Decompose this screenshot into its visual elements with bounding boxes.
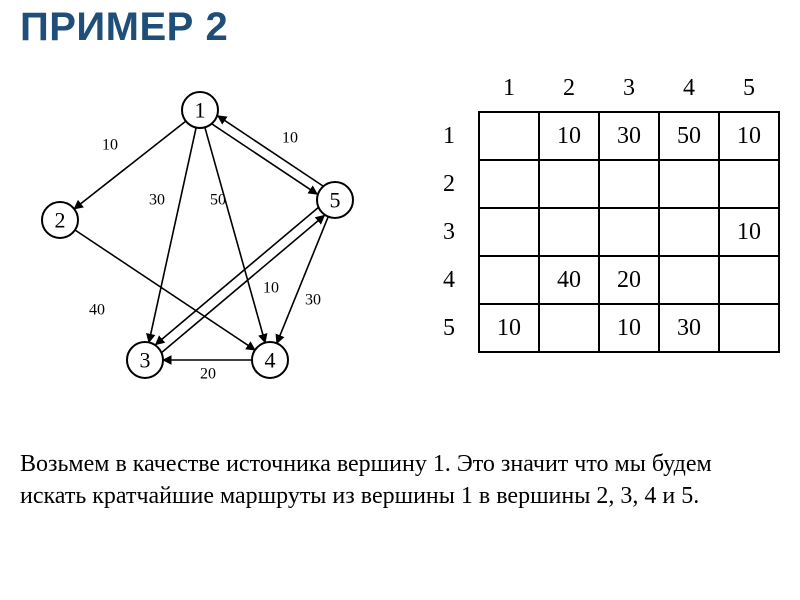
edge-weight-4-3: 20 (200, 366, 216, 383)
matrix-row-header-4: 4 (420, 256, 479, 304)
matrix-col-header-2: 2 (539, 65, 599, 112)
matrix-cell-2-4 (659, 160, 719, 208)
matrix-row-header-1: 1 (420, 112, 479, 160)
matrix-cell-4-4 (659, 256, 719, 304)
matrix-cell-1-1 (479, 112, 539, 160)
matrix-cell-4-2: 40 (539, 256, 599, 304)
matrix-col-header-4: 4 (659, 65, 719, 112)
matrix-cell-3-1 (479, 208, 539, 256)
edge-weight-1-4: 50 (210, 192, 226, 209)
edge-weight-1-2: 10 (102, 137, 118, 154)
matrix-cell-4-1 (479, 256, 539, 304)
edge-weight-2-4: 40 (89, 302, 105, 319)
edge-1-5 (212, 124, 317, 194)
edge-weight-1-5: 10 (282, 130, 298, 147)
description-text: Возьмем в качестве источника вершину 1. … (20, 448, 770, 513)
edge-weight-5-4: 30 (305, 292, 321, 309)
matrix-cell-4-3: 20 (599, 256, 659, 304)
edge-1-2 (74, 121, 186, 209)
matrix-cell-2-2 (539, 160, 599, 208)
graph-diagram: 10 30 50 10 10 40 20 30 1 2 3 4 5 (15, 70, 385, 390)
matrix-corner (420, 65, 479, 112)
graph-svg: 10 30 50 10 10 40 20 30 1 2 3 4 5 (15, 70, 385, 390)
matrix-cell-5-2 (539, 304, 599, 352)
edge-weight-1-3: 30 (149, 192, 165, 209)
matrix-cell-2-3 (599, 160, 659, 208)
matrix-cell-3-2 (539, 208, 599, 256)
edge-1-3 (149, 128, 196, 343)
matrix-cell-5-1: 10 (479, 304, 539, 352)
matrix-cell-3-3 (599, 208, 659, 256)
matrix-row-header-2: 2 (420, 160, 479, 208)
matrix-cell-3-4 (659, 208, 719, 256)
matrix-cell-1-4: 50 (659, 112, 719, 160)
matrix-row-header-5: 5 (420, 304, 479, 352)
edge-weight-3-5: 10 (263, 280, 279, 297)
matrix-col-header-1: 1 (479, 65, 539, 112)
matrix-cell-1-2: 10 (539, 112, 599, 160)
matrix-cell-2-1 (479, 160, 539, 208)
page-title: ПРИМЕР 2 (20, 5, 228, 50)
matrix-cell-1-3: 30 (599, 112, 659, 160)
adjacency-matrix: 123451103050102310440205101030 (420, 65, 780, 353)
matrix-cell-5-5 (719, 304, 779, 352)
node-label-4: 4 (265, 348, 276, 373)
matrix-cell-1-5: 10 (719, 112, 779, 160)
edge-5-3 (156, 208, 318, 345)
node-label-1: 1 (195, 98, 206, 123)
node-label-3: 3 (140, 348, 151, 373)
edge-5-1 (218, 116, 323, 186)
matrix-cell-4-5 (719, 256, 779, 304)
node-label-5: 5 (330, 188, 341, 213)
matrix-row-header-3: 3 (420, 208, 479, 256)
matrix-table: 123451103050102310440205101030 (420, 65, 780, 353)
matrix-col-header-5: 5 (719, 65, 779, 112)
node-label-2: 2 (55, 208, 66, 233)
edge-1-4 (205, 127, 265, 342)
matrix-cell-5-3: 10 (599, 304, 659, 352)
edge-2-4 (75, 230, 255, 350)
matrix-cell-3-5: 10 (719, 208, 779, 256)
matrix-col-header-3: 3 (599, 65, 659, 112)
matrix-cell-5-4: 30 (659, 304, 719, 352)
matrix-cell-2-5 (719, 160, 779, 208)
